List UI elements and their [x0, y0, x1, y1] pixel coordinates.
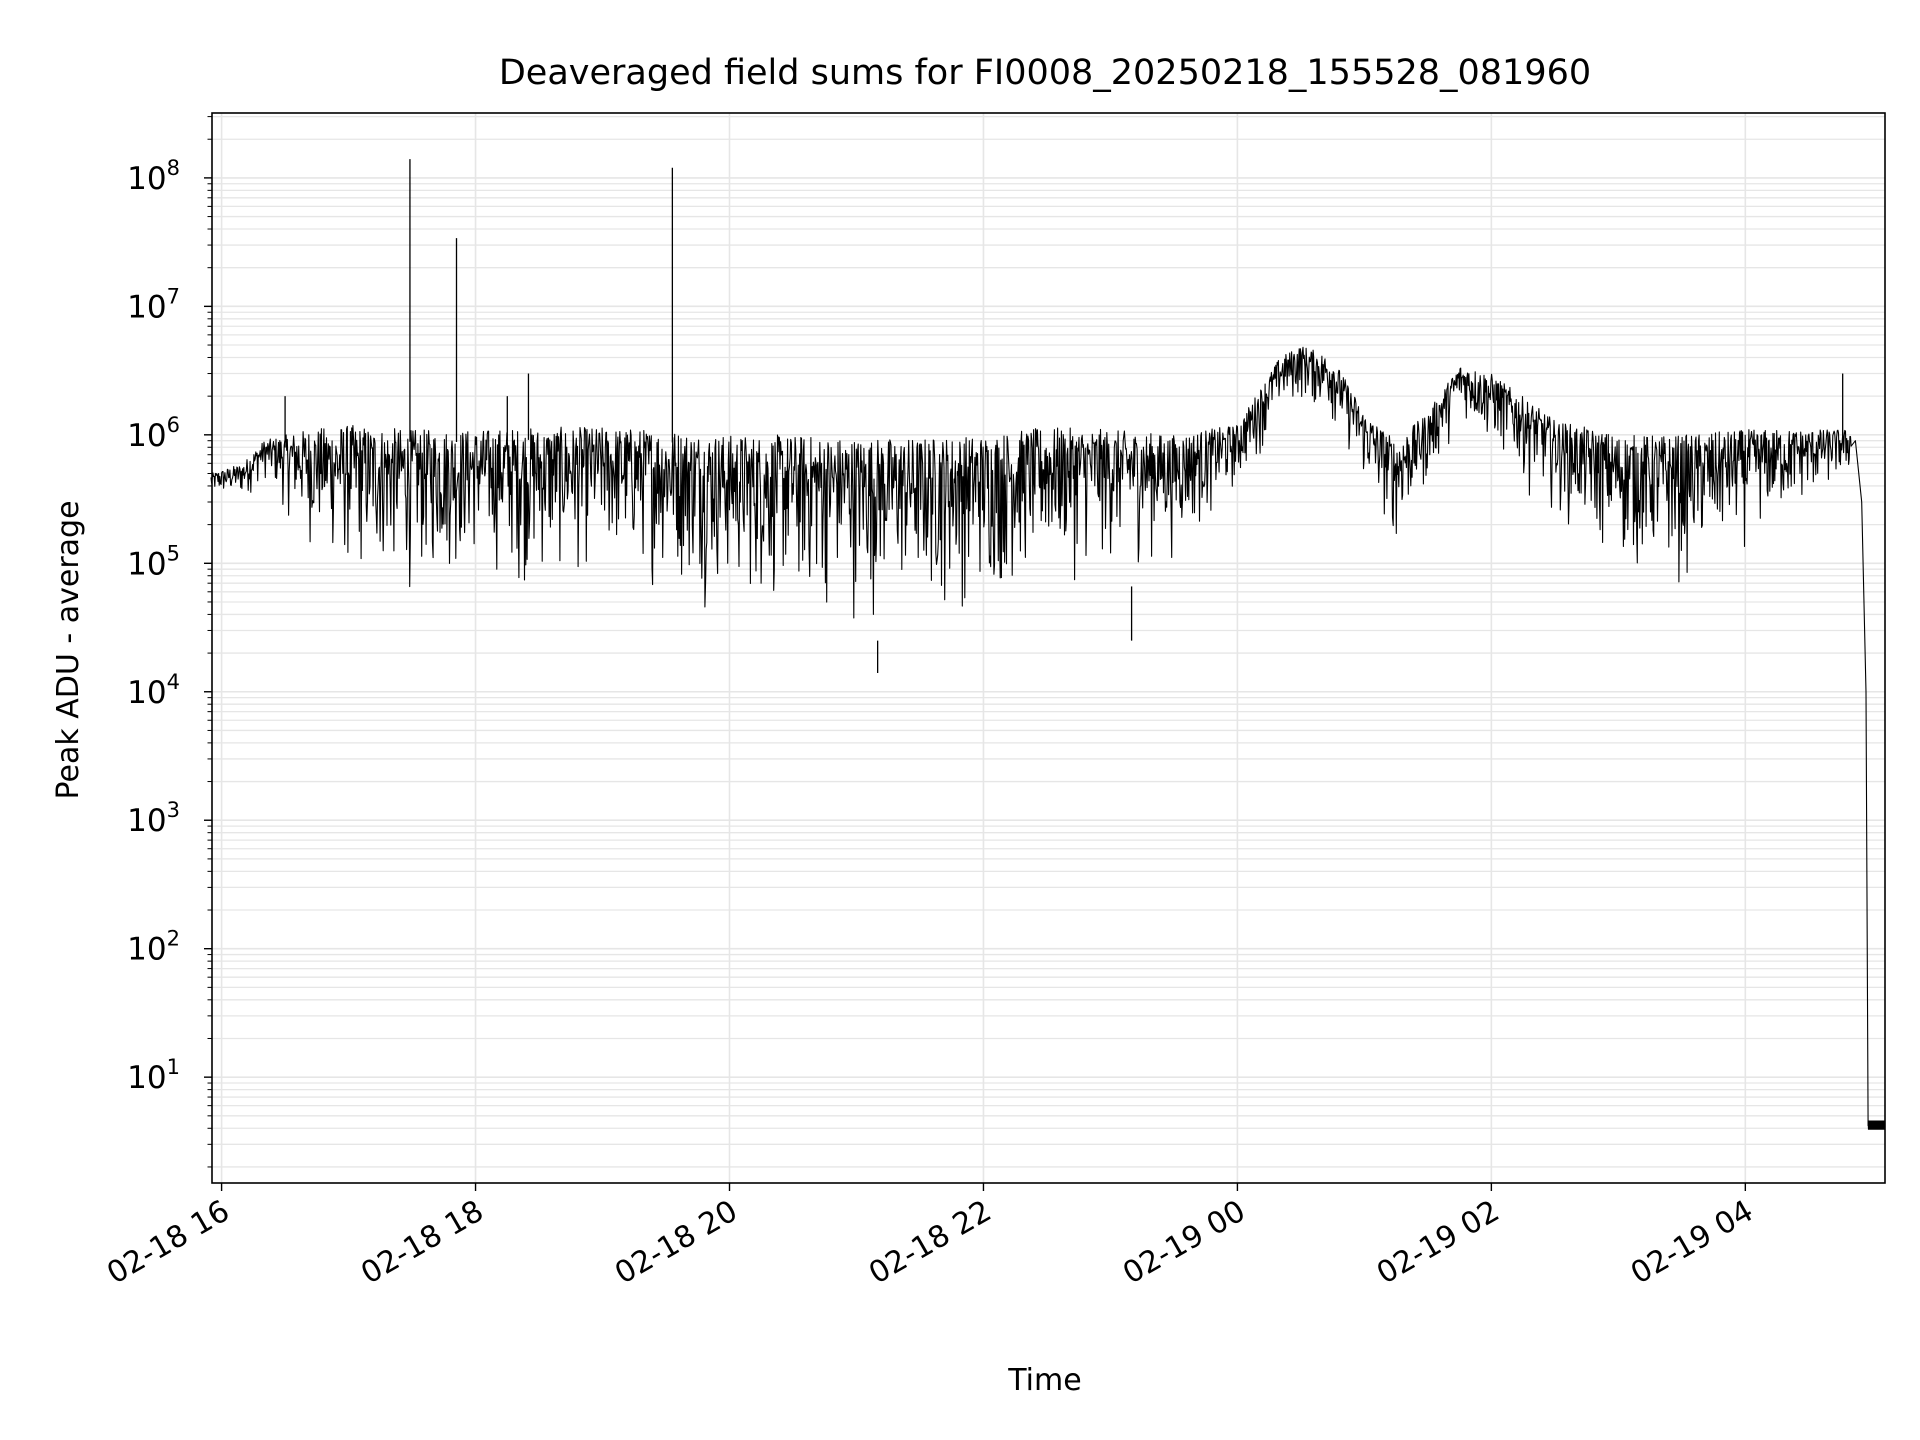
series-tail-noise	[1867, 1120, 1886, 1130]
y-tick-label: 105	[127, 541, 180, 582]
grid	[212, 113, 1885, 1183]
x-axis-label: Time	[1007, 1363, 1081, 1398]
y-tick-label: 107	[127, 284, 180, 325]
y-tick-label: 103	[127, 798, 180, 839]
y-tick-label: 106	[127, 413, 180, 454]
y-tick-label: 101	[127, 1055, 180, 1096]
y-tick-label: 108	[127, 156, 180, 197]
series-layer	[210, 159, 1886, 1130]
chart-title: Deaveraged field sums for FI0008_2025021…	[499, 53, 1591, 93]
y-axis-label: Peak ADU - average	[51, 500, 86, 799]
y-tick-label: 104	[127, 670, 180, 711]
y-tick-label: 102	[127, 927, 180, 968]
plot-frame	[211, 112, 1886, 1184]
series-line	[210, 346, 1885, 1127]
